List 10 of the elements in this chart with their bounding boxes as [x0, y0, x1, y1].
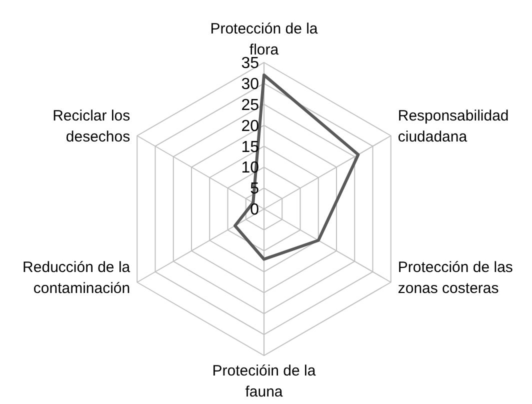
y-tick-label: 35	[241, 55, 260, 72]
spoke-label: Protecióin de la fauna	[212, 362, 316, 400]
y-tick-label: 30	[241, 76, 260, 94]
spoke-label: Reducción de la contaminación	[22, 258, 131, 297]
y-tick-label: 25	[241, 96, 260, 114]
spoke-label: Reciclar los desechos	[52, 107, 130, 146]
spoke-label: Responsabilidad ciudadana	[398, 107, 509, 146]
y-tick-label: 20	[241, 118, 260, 135]
spoke-label: Protección de las zonas costeras	[398, 258, 513, 297]
y-tick-label: 0	[250, 202, 260, 219]
